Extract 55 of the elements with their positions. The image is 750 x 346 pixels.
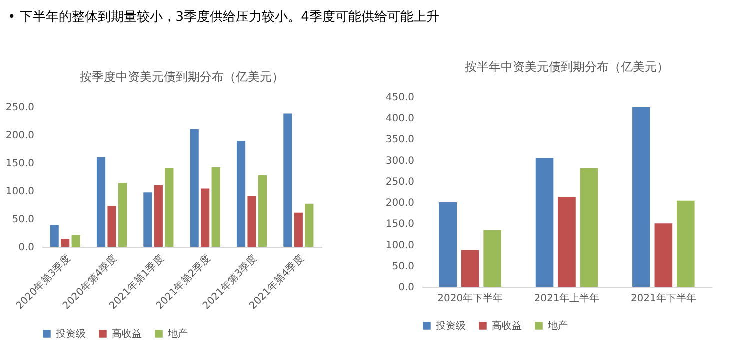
legend-label: 投资级 [435,320,466,332]
bar [190,129,199,247]
bar [284,114,292,247]
legend-label: 高收益 [492,320,522,332]
y-tick-label: 0.0 [398,282,414,294]
legend-label: 高收益 [112,328,142,340]
bar [96,157,106,247]
bar [248,196,256,247]
bar [632,108,650,287]
bar [580,168,598,287]
bar [294,212,303,247]
x-tick-label: 2021年下半年 [630,292,696,304]
legend-label: 地产 [547,320,568,332]
bar [165,168,174,247]
text: • 下半年的整体到期量较小，3季度供给压力较小。4季度可能供给可能上升 [8,9,440,26]
y-tick-label: 200.0 [386,198,414,210]
y-tick-label: 50.0 [392,261,414,272]
bar [536,158,554,287]
bar [677,200,695,287]
bar [236,141,246,247]
y-tick-label: 150.0 [386,219,414,230]
y-tick-label: 450.0 [386,92,414,104]
y-tick-label: 250.0 [6,102,34,114]
bar [439,202,457,287]
y-tick-label: 250.0 [386,176,414,188]
bar [61,239,70,247]
x-tick-label: 2020年下半年 [438,292,504,304]
bar [108,206,116,247]
bar [558,197,576,287]
y-tick-label: 100.0 [6,186,34,198]
y-tick-label: 350.0 [386,134,414,146]
chart-title: 按半年中资美元债到期分布（亿美元） [465,60,669,74]
bar [72,235,80,247]
y-tick-label: 0.0 [18,242,34,254]
bar [154,185,163,247]
bar [212,167,220,247]
bar [305,204,314,247]
bar [258,175,268,247]
legend-label: 投资级 [55,328,86,340]
bar [144,192,152,247]
bar [461,250,480,287]
chart-title: 按季度中资美元债到期分布（亿美元） [80,70,284,84]
y-tick-label: 150.0 [6,158,34,170]
y-tick-label: 200.0 [6,130,34,142]
y-tick-label: 100.0 [386,240,414,252]
bar [50,225,59,247]
y-tick-label: 400.0 [386,114,414,125]
legend-label: 地产 [167,328,188,340]
y-tick-label: 50.0 [12,214,34,226]
bar [484,230,502,287]
bar [201,188,210,247]
y-tick-label: 300.0 [386,156,414,167]
bar [118,183,128,247]
x-tick-label: 2021年上半年 [534,292,600,304]
bar [654,224,673,287]
